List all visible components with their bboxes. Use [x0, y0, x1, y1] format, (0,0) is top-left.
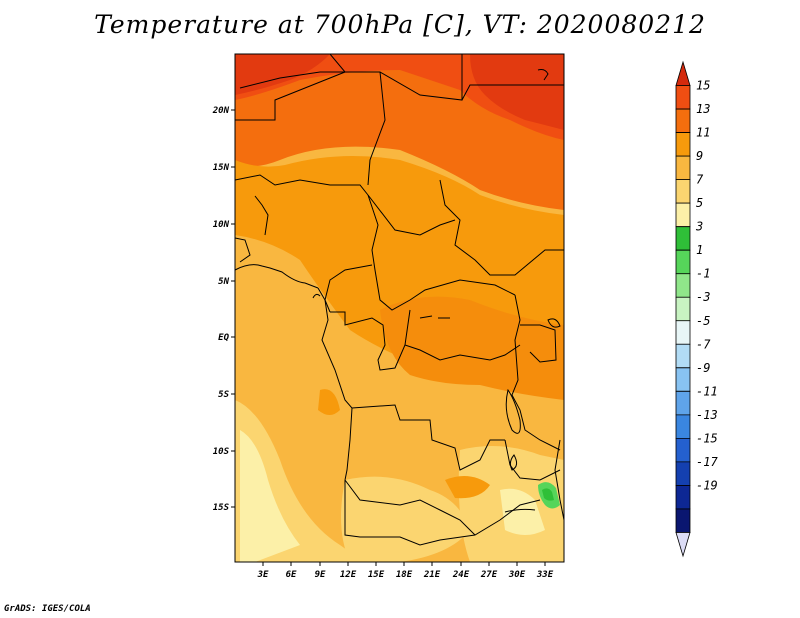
temperature-field	[235, 54, 564, 562]
lon-label: 12E	[340, 570, 357, 580]
colorbar-label: -1	[696, 267, 710, 281]
colorbar-segment	[675, 249, 691, 275]
colorbar: 15 13 11 9 7 5 3 1 -1 -3 -5 -7 -9 -11 -13 -15 -17 -19	[675, 60, 718, 558]
colorbar-label: 3	[695, 220, 703, 234]
country-borders	[235, 54, 564, 546]
colorbar-segment	[675, 320, 691, 345]
colorbar-segment	[675, 132, 691, 157]
colorbar-segment	[675, 108, 691, 133]
lat-label: EQ	[218, 333, 229, 343]
colorbar-label: 5	[696, 196, 703, 210]
colorbar-segment	[675, 179, 691, 204]
longitude-axis: 3E 6E 9E 12E 15E 18E 21E 24E 27E 30E 33E	[257, 562, 554, 580]
credit-label: GrADS: IGES/COLA	[4, 604, 91, 614]
colorbar-segment	[675, 485, 691, 510]
lat-label: 10S	[213, 447, 230, 457]
colorbar-segment	[675, 367, 691, 392]
colorbar-label: 15	[696, 79, 710, 93]
colorbar-segment	[675, 226, 691, 251]
colorbar-segment	[675, 343, 691, 369]
colorbar-label: -7	[696, 337, 711, 351]
lon-label: 15E	[368, 570, 385, 580]
latitude-axis: 20N 15N 10N 5N EQ 5S 10S 15S	[212, 106, 235, 513]
colorbar-label: -19	[696, 478, 718, 492]
lon-label: 24E	[452, 570, 470, 580]
colorbar-label: -17	[696, 455, 718, 469]
lon-label: 21E	[423, 570, 441, 580]
lat-label: 15N	[213, 163, 230, 173]
lon-label: 6E	[286, 570, 297, 580]
colorbar-segment	[675, 390, 691, 416]
colorbar-label: -5	[696, 314, 710, 328]
lat-label: 15S	[213, 503, 230, 513]
lat-label: 20N	[212, 106, 230, 116]
colorbar-label: 9	[696, 149, 703, 163]
lon-label: 30E	[508, 570, 526, 580]
lon-label: 18E	[396, 570, 413, 580]
colorbar-segment	[675, 508, 691, 533]
colorbar-segment	[675, 532, 691, 558]
lat-label: 10N	[213, 220, 230, 230]
colorbar-label: 1	[696, 243, 703, 257]
colorbar-label: 13	[696, 102, 710, 116]
colorbar-label: -11	[696, 384, 718, 398]
lon-label: 3E	[257, 570, 269, 580]
colorbar-segment	[675, 296, 691, 322]
colorbar-label: -13	[696, 408, 718, 422]
colorbar-label: 7	[696, 173, 704, 187]
colorbar-label: -9	[696, 361, 710, 375]
lon-label: 33E	[536, 570, 554, 580]
colorbar-label: 11	[696, 126, 710, 140]
colorbar-label: -15	[696, 431, 718, 445]
colorbar-segment	[675, 202, 691, 228]
colorbar-segment	[675, 437, 691, 463]
lat-label: 5N	[218, 277, 229, 287]
map-title: Temperature at 700hPa [C], VT: 202008021…	[94, 10, 706, 39]
lat-label: 5S	[218, 390, 229, 400]
colorbar-segment	[675, 414, 691, 439]
colorbar-label: -3	[696, 290, 710, 304]
map-frame	[234, 53, 565, 563]
colorbar-segment	[675, 461, 691, 486]
lon-label: 9E	[315, 570, 326, 580]
colorbar-segment	[675, 273, 691, 298]
colorbar-segment	[675, 60, 691, 86]
lon-label: 27E	[480, 570, 498, 580]
colorbar-segment	[675, 155, 691, 181]
colorbar-segment	[675, 85, 691, 110]
